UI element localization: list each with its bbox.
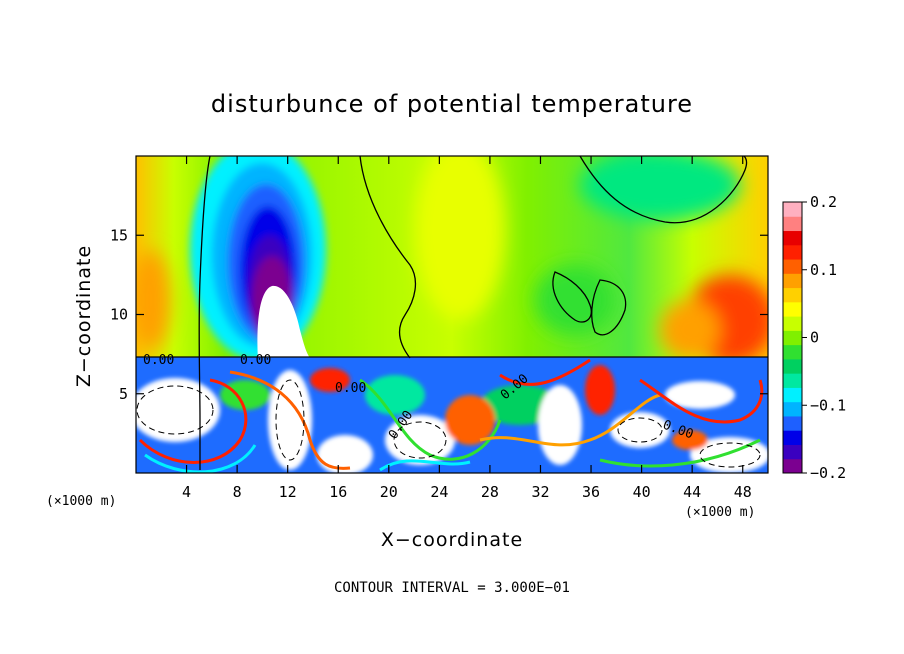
- colorbar-swatch: [783, 202, 802, 217]
- colorbar-swatch: [783, 287, 802, 303]
- colorbar-swatch: [783, 344, 802, 360]
- colorbar-label: −0.2: [810, 464, 846, 482]
- colorbar-swatch: [783, 316, 802, 331]
- colorbar-swatch: [783, 458, 802, 474]
- contour-label: 0.00: [143, 353, 174, 368]
- turbulence-bands: [138, 358, 764, 473]
- x-tick-label: 8: [233, 483, 242, 501]
- colorbar-swatch: [783, 358, 802, 374]
- x-tick-label: 4: [182, 483, 191, 501]
- chart-title: disturbunce of potential temperature: [211, 90, 693, 118]
- x-tick-label: 44: [683, 483, 701, 501]
- x-unit-label-left: (×1000 m): [46, 494, 116, 509]
- x-axis: 4 8 12 16 20 24 28 32 36 40 44 48: [182, 156, 752, 501]
- x-unit-label-right: (×1000 m): [685, 505, 755, 520]
- x-tick-label: 32: [531, 483, 549, 501]
- colorbar-label: 0.1: [810, 261, 837, 279]
- colorbar-swatch: [783, 259, 802, 274]
- colorbar-swatch: [783, 415, 802, 431]
- y-tick-label: 15: [110, 226, 128, 244]
- colorbar-label: −0.1: [810, 396, 846, 414]
- plume-core: [257, 285, 310, 358]
- colorbar-swatch: [783, 373, 802, 388]
- colorbar-swatch: [783, 301, 802, 317]
- colorbar: 0.2 0.1 0 −0.1 −0.2: [782, 193, 846, 482]
- colorbar-swatch: [783, 244, 802, 260]
- dashed-contours: [136, 379, 761, 468]
- colorbar-swatch: [783, 216, 802, 232]
- x-tick-label: 48: [734, 483, 752, 501]
- x-tick-label: 36: [582, 483, 600, 501]
- colorbar-swatch: [783, 430, 802, 445]
- contour-label: 0.00: [335, 381, 366, 396]
- y-axis-title: Z−coordinate: [73, 245, 95, 387]
- colorbar-swatch: [783, 387, 802, 403]
- y-axis: 5 10 15: [110, 226, 768, 403]
- colorbar-label: 0.2: [810, 193, 837, 211]
- colorbar-swatch: [783, 273, 802, 289]
- x-tick-label: 40: [633, 483, 651, 501]
- y-tick-label: 10: [110, 306, 128, 324]
- x-tick-label: 24: [430, 483, 448, 501]
- colorbar-label: 0: [810, 329, 819, 347]
- y-tick-label: 5: [119, 385, 128, 403]
- x-tick-label: 28: [481, 483, 499, 501]
- contour-interval-note: CONTOUR INTERVAL = 3.000E−01: [334, 580, 570, 596]
- colorbar-swatch: [783, 444, 802, 460]
- contour-lines: [136, 156, 768, 470]
- colorbar-swatch: [783, 330, 802, 346]
- x-tick-label: 12: [279, 483, 297, 501]
- x-tick-label: 16: [329, 483, 347, 501]
- plot-field: [136, 156, 768, 473]
- contour-label: 0.00: [240, 353, 271, 368]
- colorbar-swatch: [783, 230, 802, 246]
- x-tick-label: 20: [380, 483, 398, 501]
- x-axis-title: X−coordinate: [381, 529, 523, 551]
- colorbar-swatch: [783, 401, 802, 417]
